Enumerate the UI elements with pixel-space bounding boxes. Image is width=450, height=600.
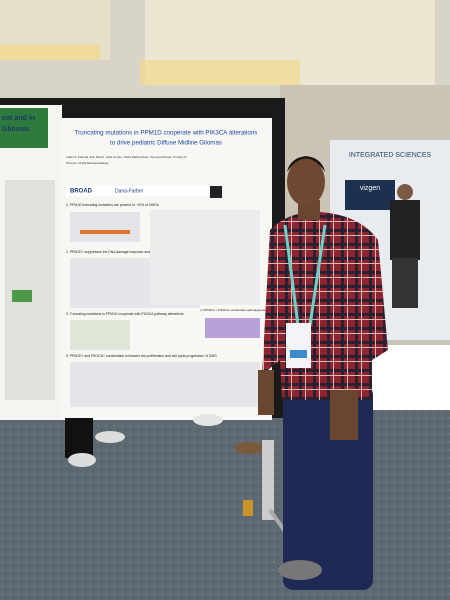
figure: [70, 212, 140, 242]
shoe: [234, 442, 266, 454]
poster-authors: Phoenix, Pratiti Bandopadhayay: [66, 161, 109, 165]
lanyard: [283, 224, 327, 326]
legs: [65, 418, 93, 458]
shirt: [262, 211, 388, 400]
hand: [258, 370, 274, 415]
ceiling-light: [0, 45, 100, 60]
logo: Dana-Farber: [115, 188, 144, 194]
cup: [243, 500, 253, 516]
shoe: [95, 431, 125, 443]
figure: [205, 318, 260, 338]
logo-strip: [66, 186, 216, 196]
figure: [150, 210, 260, 305]
pants: [283, 385, 373, 590]
logo: BROAD: [70, 189, 93, 195]
badge: [286, 323, 311, 368]
poster-title: to drive pediatric Diffuse Midline Gliom…: [110, 140, 222, 147]
person: [392, 258, 418, 308]
section-heading: 3. Truncating mutations in PPM1D coopera…: [66, 312, 184, 316]
ceiling-light: [140, 60, 300, 85]
section-heading: 5. PPM1D+ and PIK3CA+ combination enhanc…: [66, 354, 217, 358]
hand: [330, 390, 358, 440]
poster-authors: Adam F. Kobeda, Eric Martin, Iolita Kond…: [66, 155, 187, 159]
person: [390, 200, 420, 260]
stand: [262, 440, 274, 520]
booth-banner: [345, 180, 395, 210]
left-poster-title: Gliomas: [2, 126, 30, 133]
qr-code: [210, 186, 222, 198]
figure: [70, 320, 130, 350]
booth-sign: INTEGRATED SCIENCES: [349, 152, 432, 159]
left-poster-header: [0, 108, 48, 148]
section-heading: 2. PPM1D+ suppresses the DNA damage resp…: [66, 250, 205, 254]
figure: [70, 362, 260, 407]
person-head: [397, 184, 413, 200]
section-heading: 4. PPM1D+ / PIK3CA+ accelerates gliomage…: [200, 308, 276, 312]
hair: [287, 156, 325, 172]
left-poster-title: ent and in: [2, 115, 35, 122]
shoe: [193, 414, 223, 426]
shoe: [278, 560, 322, 580]
head: [287, 158, 325, 206]
badge: [290, 350, 307, 358]
section-heading: 1. PPM1D truncating mutations are presen…: [66, 203, 159, 207]
shoe: [68, 453, 96, 467]
figure: [80, 230, 130, 234]
booth-logo: vizgen: [360, 185, 380, 192]
figure: [12, 290, 32, 302]
poster-title: Truncating mutations in PPM1D cooperate …: [75, 130, 258, 137]
